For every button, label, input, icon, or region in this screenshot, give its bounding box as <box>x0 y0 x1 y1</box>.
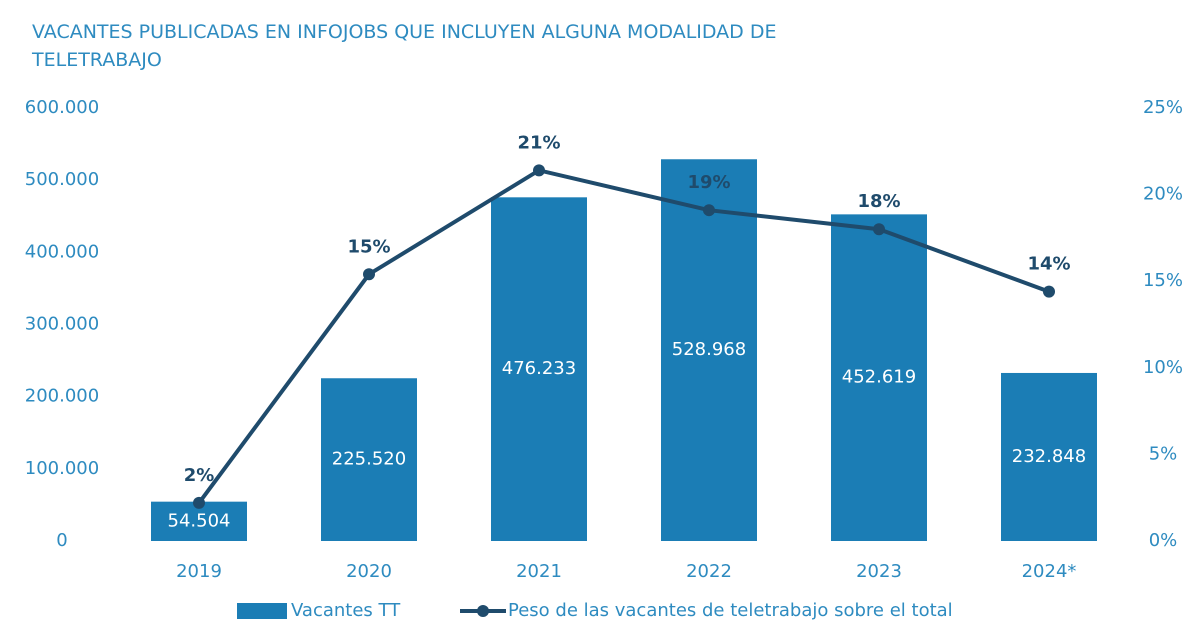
bar <box>491 197 587 541</box>
bar-value-label: 232.848 <box>1012 446 1086 467</box>
y-tick-label: 200.000 <box>25 386 99 407</box>
x-tick-label: 2020 <box>346 561 392 582</box>
bar <box>661 159 757 542</box>
x-tick-label: 2021 <box>516 561 562 582</box>
bar-value-label: 476.233 <box>502 358 576 379</box>
y-tick-label: 400.000 <box>25 241 99 262</box>
y-tick-label: 500.000 <box>25 169 99 190</box>
line-marker <box>363 268 375 281</box>
y2-tick-label: 0% <box>1149 530 1178 551</box>
line-marker <box>533 164 545 177</box>
line-marker <box>193 496 205 509</box>
x-tick-label: 2019 <box>176 561 222 582</box>
chart-title: VACANTES PUBLICADAS EN INFOJOBS QUE INCL… <box>32 21 777 71</box>
bar <box>831 214 927 541</box>
line-value-label: 19% <box>687 172 730 193</box>
x-tick-label: 2023 <box>856 561 902 582</box>
legend-label: Vacantes TT <box>291 600 401 621</box>
y-tick-label: 100.000 <box>25 458 99 479</box>
y-tick-label: 300.000 <box>25 314 99 335</box>
y2-tick-label: 20% <box>1143 184 1183 205</box>
legend-swatch <box>237 603 287 619</box>
bar-value-label: 452.619 <box>842 367 916 388</box>
legend-label: Peso de las vacantes de teletrabajo sobr… <box>508 600 953 621</box>
y-tick-label: 0 <box>56 530 67 551</box>
line-value-label: 15% <box>347 236 390 257</box>
line-marker <box>873 223 885 236</box>
line-marker <box>1043 285 1055 298</box>
line-value-label: 21% <box>517 132 560 153</box>
legend-marker <box>477 605 489 617</box>
bar <box>1001 372 1097 541</box>
line <box>197 168 1050 505</box>
bar-value-label: 528.968 <box>672 339 746 360</box>
x-tick-label: 2022 <box>686 561 732 582</box>
bar-value-label: 225.520 <box>332 449 406 470</box>
bar <box>321 378 417 541</box>
line-value-label: 2% <box>184 465 215 486</box>
y2-tick-label: 10% <box>1143 357 1183 378</box>
x-tick-label: 2024* <box>1022 561 1077 582</box>
line-value-label: 14% <box>1027 254 1070 275</box>
line-value-label: 18% <box>857 191 900 212</box>
y2-tick-label: 15% <box>1143 270 1183 291</box>
y2-tick-label: 5% <box>1149 443 1178 464</box>
bar-value-label: 54.504 <box>168 510 231 531</box>
y2-tick-label: 25% <box>1143 97 1183 118</box>
y-tick-label: 600.000 <box>25 97 99 118</box>
line-marker <box>703 204 715 217</box>
